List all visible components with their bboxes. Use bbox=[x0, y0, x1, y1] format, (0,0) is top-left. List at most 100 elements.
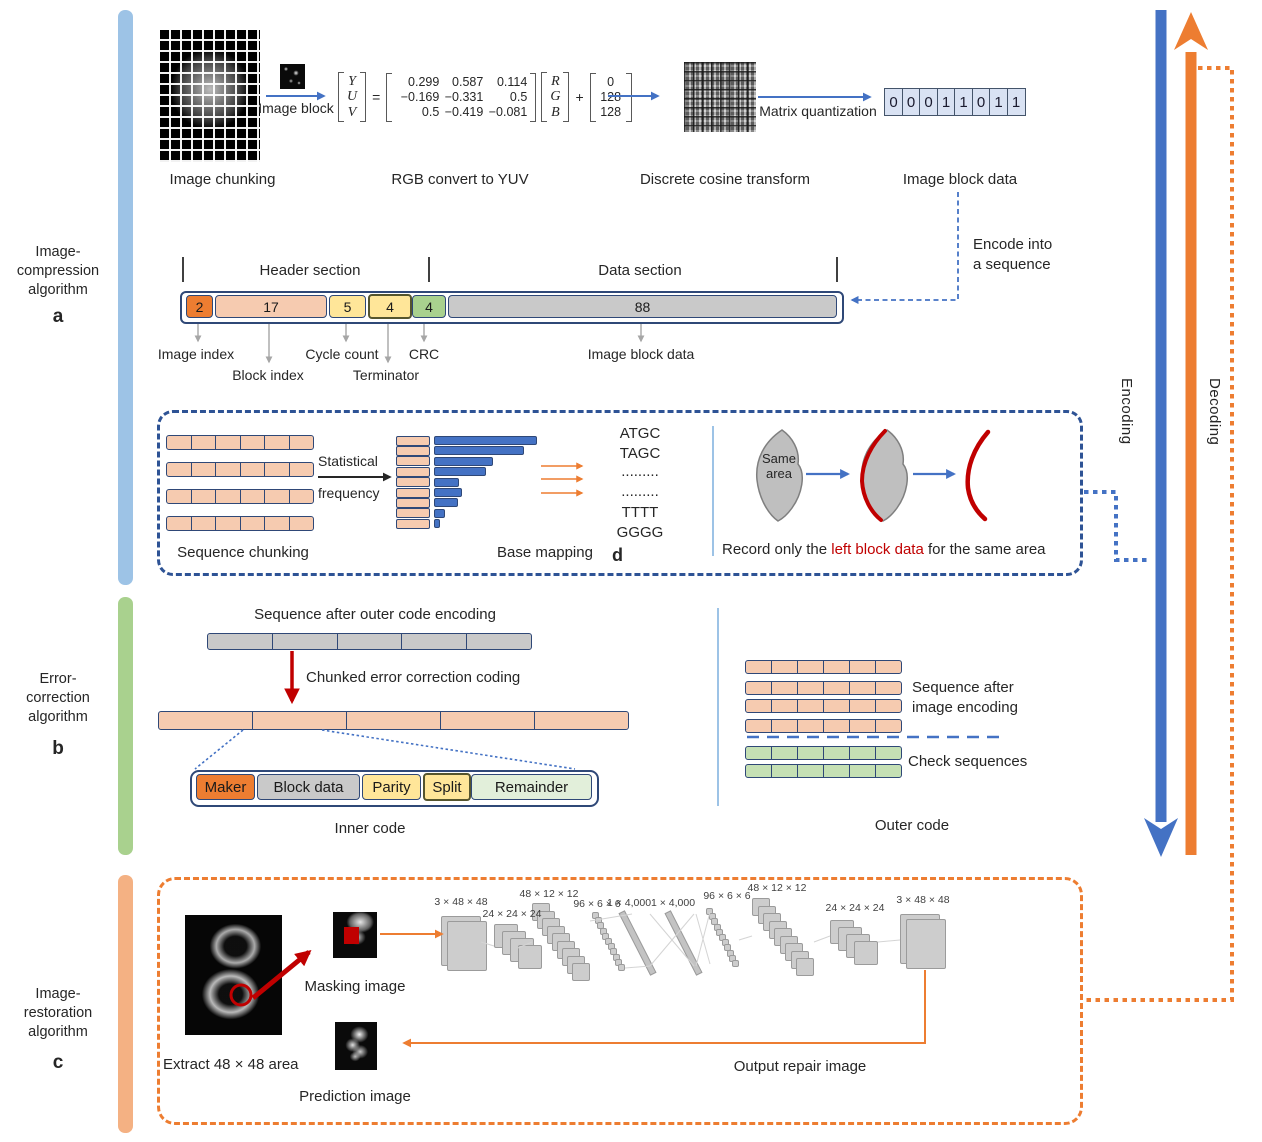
yuv-v: V bbox=[347, 104, 357, 120]
nn-dim-label: 48 × 12 × 12 bbox=[747, 882, 807, 894]
image-encoding-sequences-label: Sequence after image encoding bbox=[912, 679, 1018, 716]
mask-red-square bbox=[344, 927, 359, 944]
histogram-row bbox=[396, 456, 493, 467]
histogram-row bbox=[396, 477, 459, 488]
block-index-label: Block index bbox=[232, 367, 304, 383]
chunked-ecc-label: Chunked error correction coding bbox=[306, 669, 521, 686]
rgb-yuv-formula: Y U V = 0.299 0.587 0.114 −0.169 −0.331 0.5 … bbox=[338, 60, 632, 134]
chunked-sequence-bar bbox=[158, 711, 629, 730]
histogram-row bbox=[396, 497, 458, 508]
inner-segment-parity: Parity bbox=[362, 774, 421, 800]
check-sequence-bar bbox=[745, 764, 902, 778]
inner-segment-maker: Maker bbox=[196, 774, 255, 800]
inner-segment-remainder: Remainder bbox=[471, 774, 592, 800]
codeword-box bbox=[396, 456, 430, 467]
frequency-bar bbox=[434, 498, 458, 508]
sidebar-bar-b bbox=[118, 597, 133, 855]
dct-label: Discrete cosine transform bbox=[639, 171, 811, 188]
frequency-label: frequency bbox=[318, 485, 380, 501]
rgb-g: G bbox=[550, 89, 561, 105]
nn-dim-label: 96 × 6 × 6 bbox=[573, 898, 621, 910]
masking-image bbox=[333, 912, 377, 958]
codeword-box bbox=[396, 477, 430, 488]
bit-cell: 0 bbox=[884, 88, 903, 116]
inner-code-label: Inner code bbox=[334, 820, 406, 837]
dna-word: TAGC bbox=[619, 445, 661, 462]
check-sequence-bar bbox=[745, 746, 902, 760]
header-section-label: Header section bbox=[259, 262, 361, 279]
base-mapping-label: Base mapping bbox=[497, 544, 593, 561]
sequence-chunk-bar bbox=[166, 435, 314, 450]
dna-word: GGGG bbox=[616, 524, 664, 541]
nn-dim-label: 24 × 24 × 24 bbox=[482, 908, 542, 920]
dna-word: TTTT bbox=[621, 504, 659, 521]
codeword-box bbox=[396, 435, 430, 446]
check-sequences-label: Check sequences bbox=[908, 753, 1028, 770]
encode-into-sequence-label: Encode into a sequence bbox=[973, 236, 1053, 273]
dct-image bbox=[684, 62, 756, 132]
image-block-data-sub-label: Image block data bbox=[587, 346, 695, 362]
codeword-box bbox=[396, 445, 430, 456]
left-block-data-highlight: left block data bbox=[831, 541, 924, 558]
outer-code-encoding-label: Sequence after outer code encoding bbox=[254, 606, 496, 623]
sequence-chunking-label: Sequence chunking bbox=[177, 544, 309, 561]
sidebar-bar-a bbox=[118, 10, 133, 585]
encoding-rail-label: Encoding bbox=[1118, 378, 1135, 445]
panel-d-letter: d bbox=[612, 545, 623, 565]
image-encoded-sequence-bar bbox=[745, 719, 902, 733]
expand-line-right bbox=[321, 729, 576, 770]
panel-b-letter: b bbox=[52, 738, 64, 759]
section-tick bbox=[182, 257, 184, 282]
panel-b-title-line2: correction bbox=[26, 690, 90, 706]
prediction-image bbox=[335, 1022, 377, 1070]
frequency-bar bbox=[434, 488, 462, 497]
histogram-row bbox=[396, 435, 537, 446]
yuv-y: Y bbox=[348, 73, 356, 89]
frequency-bar bbox=[434, 456, 493, 466]
frequency-bar bbox=[434, 519, 440, 529]
inner-segment-split: Split bbox=[423, 773, 471, 801]
codeword-box bbox=[396, 487, 430, 498]
prediction-image-label: Prediction image bbox=[299, 1088, 411, 1105]
yuv-vector: Y U V bbox=[338, 71, 367, 123]
segment-terminator: 4 bbox=[368, 294, 412, 319]
histogram-row bbox=[396, 445, 524, 456]
frequency-bar bbox=[434, 467, 486, 477]
panel-d-to-encoding-connector bbox=[1084, 490, 1150, 562]
dna-word: ATGC bbox=[619, 425, 661, 442]
frequency-bar bbox=[434, 436, 537, 445]
panel-a-title-line2: compression bbox=[16, 263, 100, 279]
bit-cell: 0 bbox=[919, 88, 938, 116]
bit-cell: 1 bbox=[989, 88, 1008, 116]
codeword-box bbox=[396, 508, 430, 519]
panel-c-title-line1: Image- bbox=[35, 986, 81, 1002]
nn-dim-label: 3 × 48 × 48 bbox=[434, 896, 488, 908]
inner-segment-block-data: Block data bbox=[257, 774, 360, 800]
sequence-chunk-bar bbox=[166, 516, 314, 531]
cycle-count-label: Cycle count bbox=[305, 346, 379, 362]
panel-c-box bbox=[157, 877, 1083, 1125]
dna-word: ......... bbox=[621, 483, 659, 500]
panel-b-title-line3: algorithm bbox=[28, 709, 88, 725]
section-tick bbox=[836, 257, 838, 282]
segment-crc: 4 bbox=[412, 295, 446, 318]
same-area-label: Same area bbox=[762, 451, 796, 481]
image-encoded-sequence-bar bbox=[745, 660, 902, 674]
nn-dim-label: 96 × 6 × 6 bbox=[703, 890, 751, 902]
image-chunking-label: Image chunking bbox=[169, 171, 276, 188]
histogram-row bbox=[396, 487, 462, 498]
sequence-chunk-bar bbox=[166, 462, 314, 477]
sidebar-bar-c bbox=[118, 875, 133, 1133]
terminator-label: Terminator bbox=[352, 367, 420, 383]
crc-label: CRC bbox=[408, 346, 440, 362]
offset-vector: 0 128 128 bbox=[589, 72, 632, 122]
segment-block-index: 17 bbox=[215, 295, 327, 318]
nn-dim-label: 1 × 4,000 bbox=[606, 897, 652, 909]
decoding-rail-label: Decoding bbox=[1206, 378, 1223, 446]
output-repair-image-label: Output repair image bbox=[733, 1058, 867, 1075]
frequency-bar bbox=[434, 508, 445, 518]
panel-a-title-line1: Image- bbox=[35, 244, 81, 260]
bit-cell: 1 bbox=[936, 88, 956, 116]
nn-dim-label: 24 × 24 × 24 bbox=[825, 902, 885, 914]
